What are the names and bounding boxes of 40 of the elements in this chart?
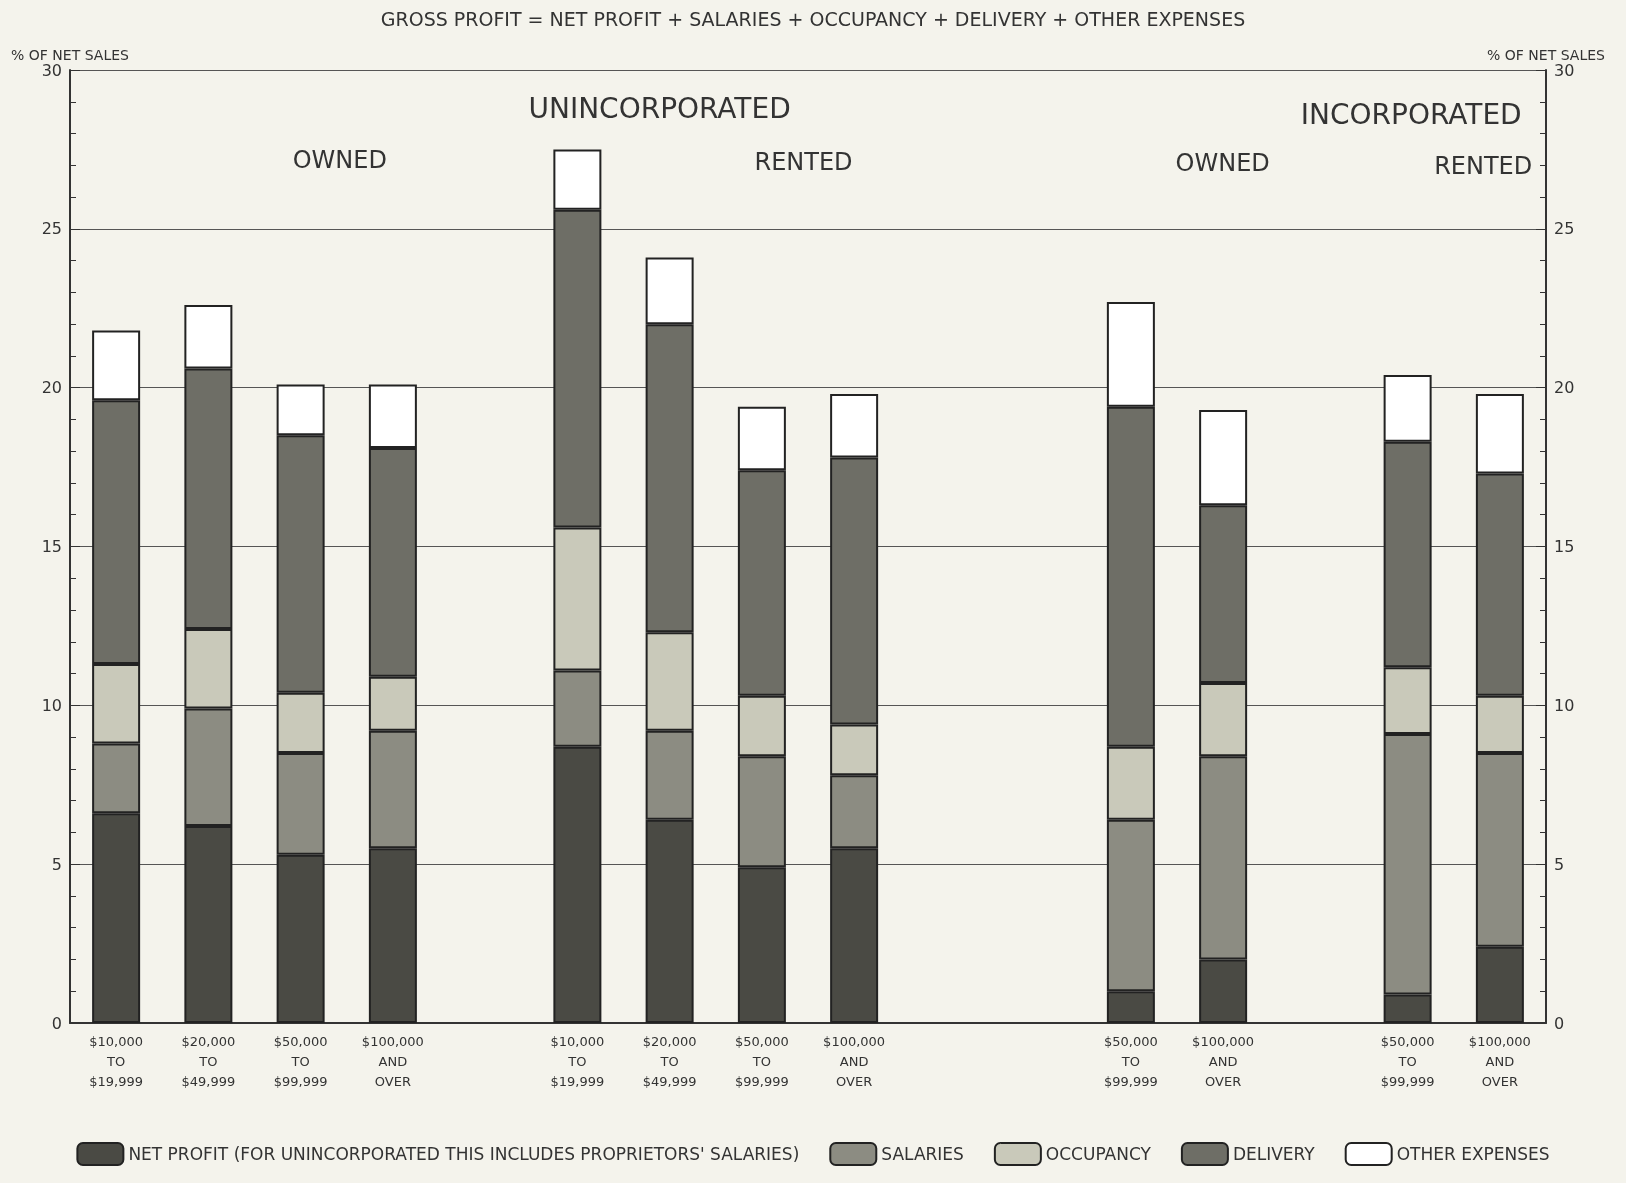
x-tick-label: $10,000 TO $19,999	[89, 1033, 144, 1089]
y-tick-label: 5	[51, 854, 62, 874]
y-tick-label: 20	[41, 378, 62, 398]
y2-tick-label: 5	[1554, 854, 1565, 874]
y-axis-title: % OF NET SALES	[11, 47, 130, 63]
legend-label: OTHER EXPENSES	[1396, 1144, 1550, 1164]
x-tick-label: $20,000 TO $49,999	[181, 1033, 236, 1089]
annotation: RENTED	[1434, 151, 1533, 180]
x-tick-label: $50,000 TO $99,999	[273, 1033, 328, 1089]
x-tick-label: $100,000 AND OVER	[823, 1033, 886, 1089]
y-tick-label: 10	[41, 695, 62, 715]
annotation: OWNED	[292, 145, 387, 174]
x-tick-label: $20,000 TO $49,999	[642, 1033, 697, 1089]
legend-label: DELIVERY	[1232, 1144, 1316, 1164]
annotation: UNINCORPORATED	[528, 92, 791, 126]
y2-tick-label: 20	[1554, 378, 1575, 398]
y-tick-label: 30	[41, 60, 62, 80]
x-tick-label: $100,000 AND OVER	[361, 1033, 424, 1089]
y2-tick-label: 25	[1554, 219, 1575, 239]
x-tick-label: $50,000 TO $99,999	[1380, 1033, 1435, 1089]
y2-tick-label: 0	[1554, 1013, 1565, 1033]
chart-title: GROSS PROFIT = NET PROFIT + SALARIES + OCCUPANCY + DELIVERY + OTHER EXPENSES	[380, 7, 1246, 30]
y2-axis-title: % OF NET SALES	[1487, 47, 1606, 63]
legend-label: OCCUPANCY	[1045, 1144, 1152, 1164]
y2-tick-label: 30	[1554, 60, 1575, 80]
x-tick-label: $50,000 TO $99,999	[734, 1033, 789, 1089]
x-tick-label: $50,000 TO $99,999	[1103, 1033, 1158, 1089]
x-tick-label: $100,000 AND OVER	[1468, 1033, 1531, 1089]
annotation: INCORPORATED	[1300, 98, 1522, 132]
y-tick-label: 15	[41, 537, 62, 556]
annotation: OWNED	[1175, 149, 1270, 178]
y-tick-label: 25	[41, 219, 62, 239]
legend-label: NET PROFIT (FOR UNINCORPORATED THIS INCLUDES PROPRIETORS' SALARIES)	[128, 1144, 800, 1164]
x-tick-label: $100,000 AND OVER	[1192, 1033, 1255, 1089]
y2-tick-label: 15	[1554, 537, 1575, 556]
annotation: RENTED	[754, 148, 853, 177]
legend-label: SALARIES	[881, 1144, 964, 1164]
y-tick-label: 0	[51, 1013, 62, 1033]
x-tick-label: $10,000 TO $19,999	[550, 1033, 605, 1089]
y2-tick-label: 10	[1554, 695, 1575, 715]
